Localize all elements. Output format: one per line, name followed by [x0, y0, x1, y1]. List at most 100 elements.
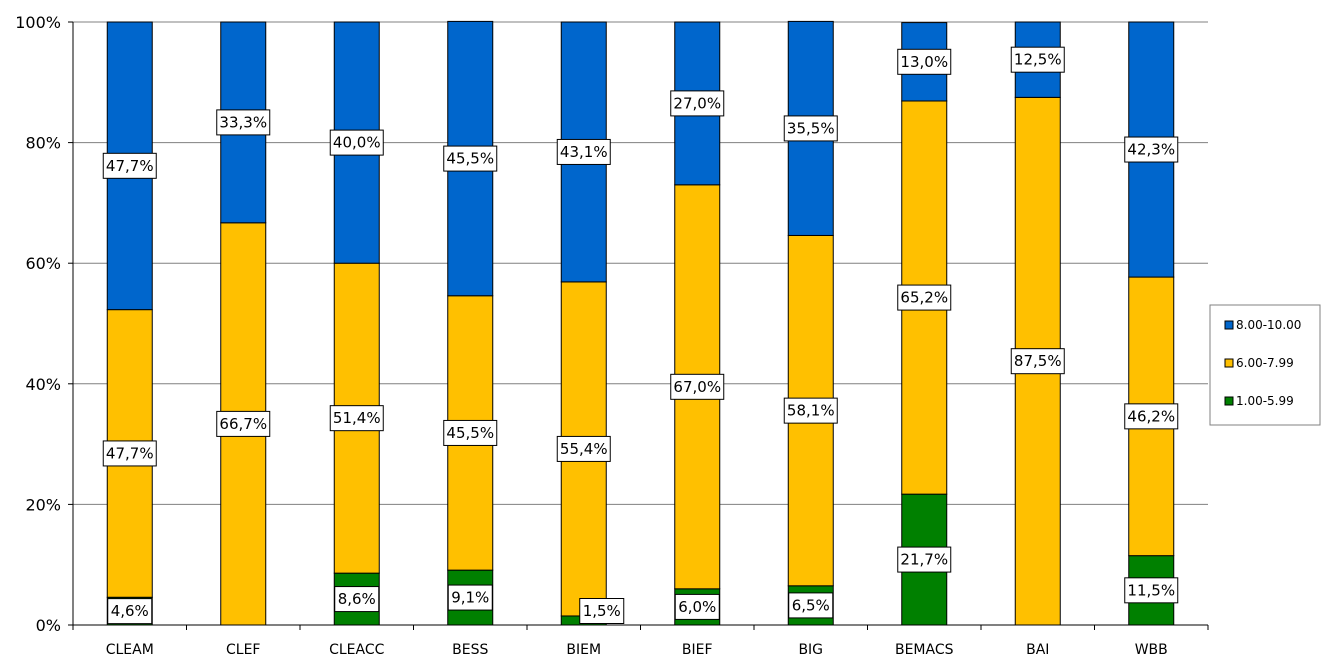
data-label-box [579, 598, 625, 624]
data-label-box [670, 90, 725, 117]
data-label-box [329, 405, 384, 432]
data-label-text: 51,4% [333, 409, 381, 427]
data-label-text: 4,6% [111, 602, 149, 620]
data-label-box [674, 593, 720, 620]
data-label-wbb-6-00-7-99: 46,2% [1124, 403, 1179, 430]
data-label-text: 45,5% [446, 424, 494, 442]
data-label-text: 13,0% [900, 53, 948, 71]
data-label-text: 55,4% [560, 440, 608, 458]
x-tick-label-biem: BIEM [566, 642, 601, 656]
data-label-text: 43,1% [560, 143, 608, 161]
data-label-text: 42,3% [1127, 141, 1175, 159]
data-label-big-6-00-7-99: 58,1% [783, 397, 838, 424]
x-axis-labels: CLEAM CLEF CLEACC BESS BIEM BIEF BIG BEMACS BAI W… [72, 625, 1209, 656]
data-label-box [783, 397, 838, 424]
data-label-bess-8-00-10-00: 45,5% [443, 145, 498, 172]
data-label-bai-6-00-7-99: 87,5% [1010, 348, 1065, 375]
data-label-box [1124, 403, 1179, 430]
data-label-text: 65,2% [900, 289, 948, 307]
data-label-box [102, 152, 157, 179]
legend-swatch [1224, 320, 1234, 330]
data-label-text: 67,0% [673, 378, 721, 396]
data-label-clef-6-00-7-99: 66,7% [216, 410, 271, 437]
legend-label: 8.00-10.00 [1236, 318, 1301, 332]
y-axis-ticks: 0% 20% 40% 60% 80% 100% [15, 13, 73, 635]
data-label-text: 21,7% [900, 551, 948, 569]
data-label-text: 47,7% [106, 444, 154, 462]
y-tick-label: 60% [25, 254, 61, 273]
data-label-text: 87,5% [1014, 352, 1062, 370]
data-label-text: 40,0% [333, 134, 381, 152]
data-label-cleacc-6-00-7-99: 51,4% [329, 405, 384, 432]
data-label-text: 47,7% [106, 157, 154, 175]
data-label-box [556, 435, 611, 462]
data-label-biem-6-00-7-99: 55,4% [556, 435, 611, 462]
y-tick-label: 100% [15, 13, 61, 32]
data-label-cleacc-1-00-5-99: 8,6% [334, 586, 380, 613]
data-label-cleam-1-00-5-99: 4,6% [107, 598, 153, 625]
y-tick-label: 20% [25, 495, 61, 514]
data-label-bief-8-00-10-00: 27,0% [670, 90, 725, 117]
data-label-box [897, 546, 952, 573]
data-label-box [1010, 348, 1065, 375]
data-label-clef-8-00-10-00: 33,3% [216, 109, 271, 136]
data-label-text: 27,0% [673, 94, 721, 112]
x-tick-label-bemacs: BEMACS [895, 642, 954, 656]
data-label-biem-1-00-5-99: 1,5% [579, 598, 625, 624]
x-tick-label-wbb: WBB [1135, 642, 1168, 656]
legend-item-8-00-10-00: 8.00-10.00 [1224, 318, 1301, 332]
data-label-box [443, 419, 498, 446]
data-label-box [670, 373, 725, 400]
data-label-biem-8-00-10-00: 43,1% [556, 138, 611, 165]
data-label-bai-8-00-10-00: 12,5% [1010, 46, 1065, 73]
data-label-box [897, 48, 952, 75]
data-label-text: 33,3% [219, 113, 267, 131]
y-tick-label: 80% [25, 134, 61, 153]
x-tick-label-bief: BIEF [682, 642, 713, 656]
data-label-text: 11,5% [1127, 581, 1175, 599]
data-label-box [447, 584, 493, 611]
y-tick-label: 0% [36, 616, 61, 635]
x-tick-label-clef: CLEF [226, 642, 260, 656]
legend-label: 6.00-7.99 [1236, 356, 1294, 370]
data-label-text: 66,7% [219, 415, 267, 433]
data-label-box [334, 586, 380, 613]
data-label-box [1124, 577, 1179, 604]
data-label-box [329, 129, 384, 156]
data-label-text: 58,1% [787, 402, 835, 420]
data-label-box [216, 410, 271, 437]
data-labels: 4,6% 47,7% 47,7% 66,7% 33,3% 8,6% 51,4% 40,0% 9,… [102, 46, 1179, 625]
x-tick-label-bess: BESS [452, 642, 488, 656]
legend-swatch [1224, 358, 1234, 368]
data-label-box [216, 109, 271, 136]
data-label-cleam-6-00-7-99: 47,7% [102, 440, 157, 467]
data-label-text: 1,5% [583, 602, 621, 620]
data-label-box [107, 598, 153, 625]
x-tick-label-bai: BAI [1026, 642, 1049, 656]
data-label-text: 9,1% [451, 589, 489, 607]
data-label-box [1124, 136, 1179, 163]
x-tick-label-big: BIG [798, 642, 823, 656]
data-label-wbb-1-00-5-99: 11,5% [1124, 577, 1179, 604]
data-label-bemacs-8-00-10-00: 13,0% [897, 48, 952, 75]
data-label-bief-6-00-7-99: 67,0% [670, 373, 725, 400]
data-label-bemacs-1-00-5-99: 21,7% [897, 546, 952, 573]
legend: 8.00-10.00 6.00-7.99 1.00-5.99 [1209, 304, 1321, 426]
legend-label: 1.00-5.99 [1236, 394, 1294, 408]
data-label-text: 6,0% [678, 598, 716, 616]
data-label-box [1010, 46, 1065, 73]
data-label-bief-1-00-5-99: 6,0% [674, 593, 720, 620]
legend-item-6-00-7-99: 6.00-7.99 [1224, 356, 1294, 370]
data-label-text: 45,5% [446, 150, 494, 168]
legend-swatch [1224, 396, 1234, 406]
data-label-box [102, 440, 157, 467]
data-label-cleam-8-00-10-00: 47,7% [102, 152, 157, 179]
data-label-cleacc-8-00-10-00: 40,0% [329, 129, 384, 156]
data-label-box [443, 145, 498, 172]
data-label-bess-1-00-5-99: 9,1% [447, 584, 493, 611]
data-label-text: 6,5% [792, 596, 830, 614]
data-label-box [788, 592, 834, 619]
data-label-text: 8,6% [338, 590, 376, 608]
